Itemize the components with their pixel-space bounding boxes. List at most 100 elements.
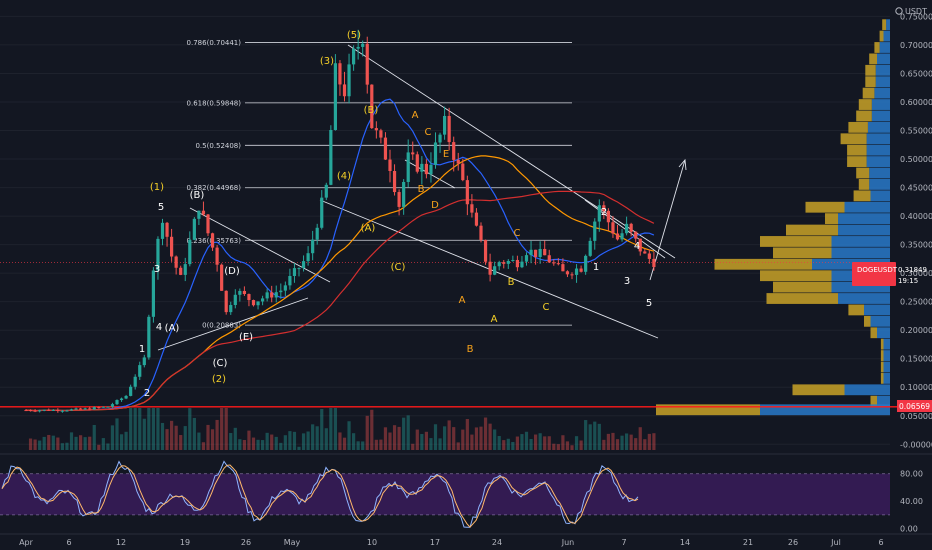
volume-bar: [151, 408, 155, 450]
candle-body: [547, 255, 551, 263]
price-tick-label: 0.40000: [900, 212, 932, 221]
price-axis[interactable]: 0.75000 0.70000 0.65000 0.60000 0.55000 0.500…: [900, 12, 932, 449]
candle-body: [124, 395, 128, 399]
wave-label: (5): [347, 30, 361, 41]
candle-body: [297, 268, 301, 270]
volume-bar: [502, 440, 506, 450]
volume-bar: [292, 431, 297, 450]
candle-body: [534, 249, 538, 257]
wave-label: (D): [224, 266, 240, 277]
time-tick-label: May: [284, 538, 301, 547]
volume-profile-up: [838, 224, 890, 236]
candle-body: [206, 214, 210, 234]
oscillator-pane: [0, 453, 932, 528]
candle-body: [625, 223, 629, 234]
volume-bar: [515, 436, 519, 450]
currency-selector[interactable]: USDT: [895, 7, 927, 16]
volume-bar: [406, 415, 410, 450]
candle-body: [142, 357, 146, 366]
oscillator-tick-label: 80.00: [900, 470, 923, 479]
candle-body: [101, 406, 105, 408]
wave-label: B: [508, 277, 515, 288]
candle-body: [197, 210, 201, 219]
trendline: [157, 297, 309, 351]
volume-bar: [306, 431, 310, 450]
candle-body: [119, 398, 124, 401]
volume-profile-down: [882, 19, 887, 31]
volume-bar: [311, 424, 315, 450]
volume-profile-up: [838, 293, 890, 304]
candle-body: [233, 294, 237, 306]
volume-profile-up: [831, 281, 890, 293]
candle-body: [584, 255, 588, 272]
volume-bar: [333, 408, 337, 450]
volume-bar: [534, 434, 538, 450]
last-price-tag: DOGEUSDT 0.31849 19:15: [852, 262, 927, 286]
candle-body: [292, 268, 297, 276]
candle-body: [379, 130, 383, 138]
volume-profile-up: [883, 372, 890, 384]
currency-label[interactable]: USDT: [905, 7, 927, 16]
volume-bar: [60, 443, 64, 450]
volume-bar: [447, 420, 451, 450]
time-axis[interactable]: Apr 6 12 19 26 May 10 17 24 Jun 7 14 21 26 Jul 6: [0, 533, 932, 547]
candle-body: [638, 238, 642, 252]
candle-body: [274, 292, 278, 298]
wave-label: 5: [646, 298, 652, 309]
candle-body: [370, 84, 374, 129]
wave-label: C: [514, 228, 521, 239]
oscillator-tick-label: 0.00: [900, 525, 918, 534]
candle-body: [179, 267, 183, 275]
volume-profile-up: [883, 350, 890, 361]
candle-body: [429, 164, 433, 175]
volume-profile-down: [847, 144, 867, 156]
candle-body: [515, 259, 519, 268]
wave-label: (2): [212, 374, 226, 385]
candle-body: [356, 46, 360, 49]
moving-average-line: [25, 190, 655, 412]
volume-bar: [356, 441, 360, 450]
price-tick-label: 0.50000: [900, 155, 932, 164]
time-tick-label: Jun: [561, 538, 575, 547]
price-tick-label: 0.70000: [900, 41, 932, 50]
volume-bar: [479, 426, 483, 450]
candle-body: [65, 410, 69, 412]
volume-bar: [138, 408, 142, 450]
price-tick-label: 0.60000: [900, 98, 932, 107]
candle-body: [288, 275, 292, 286]
candle-body: [28, 410, 33, 412]
volume-profile-up: [883, 30, 890, 42]
volume-profile-down: [848, 304, 864, 316]
volume-bar: [584, 420, 588, 450]
wave-label: (B): [364, 105, 379, 116]
volume-bar: [165, 429, 169, 450]
volume-bar: [392, 425, 397, 450]
volume-profile-up: [866, 156, 890, 167]
candle-body: [261, 298, 265, 302]
volume-bar: [69, 432, 74, 450]
candle-body: [652, 258, 656, 268]
volume-bar: [265, 432, 269, 450]
volume-bar: [233, 427, 237, 450]
volume-profile-down: [869, 53, 877, 65]
volume-bar: [83, 437, 87, 450]
settings-icon[interactable]: [895, 7, 903, 15]
volume-profile-up: [866, 144, 890, 156]
volume-profile-up: [871, 99, 890, 110]
volume-profile-up: [844, 384, 890, 396]
candle-body: [338, 63, 342, 85]
candle-body: [402, 181, 406, 207]
volume-bar: [79, 435, 83, 450]
candle-body: [306, 253, 310, 262]
volume-bar: [465, 419, 469, 450]
wave-label: E: [443, 149, 449, 160]
candle-body: [79, 408, 83, 410]
time-tick-label: Jul: [830, 538, 841, 547]
volume-profile-up: [838, 213, 890, 225]
volume-bar: [433, 424, 438, 450]
symbol-label: DOGEUSDT: [857, 266, 898, 274]
volume-bar: [88, 436, 92, 450]
volume-profile-up: [760, 404, 890, 416]
candle-body: [647, 253, 651, 259]
